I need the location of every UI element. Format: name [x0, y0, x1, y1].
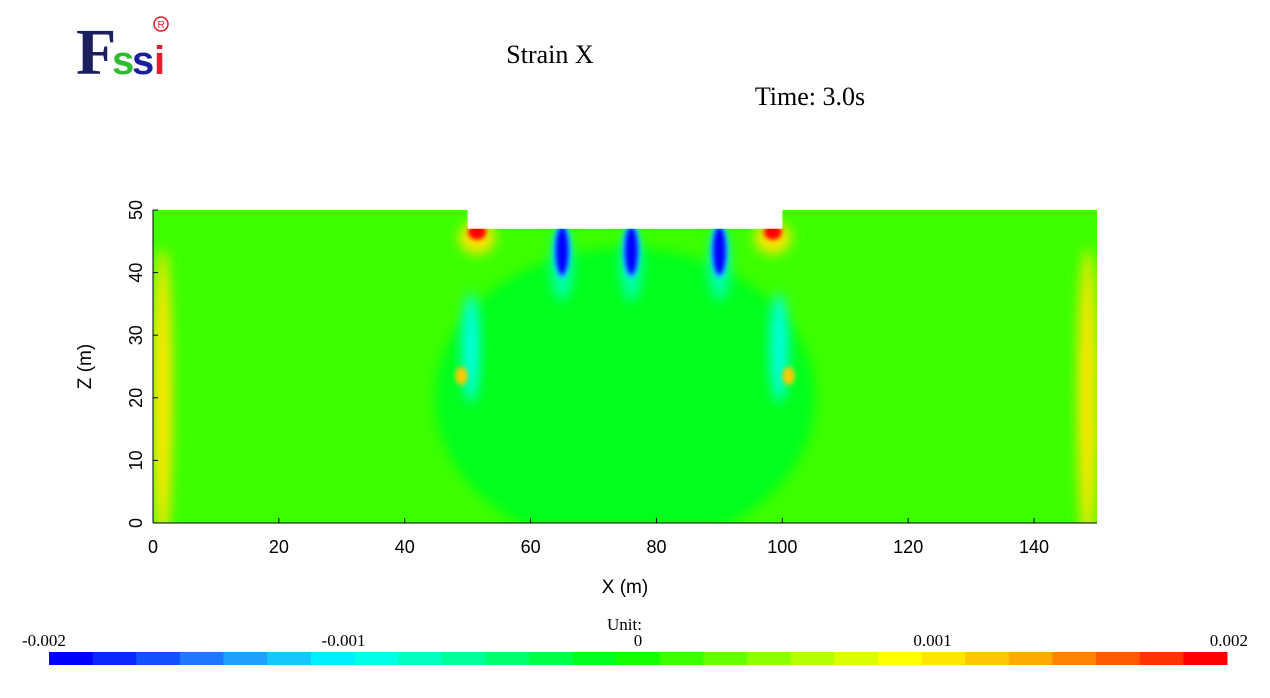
- time-label: Time: 3.0s: [754, 82, 866, 111]
- lateral-boundary: [153, 247, 173, 523]
- wall-toe: [455, 366, 468, 385]
- corner-hotspot: [468, 223, 487, 240]
- x-tick-label: 80: [646, 537, 666, 557]
- colorbar-tick-label: -0.002: [22, 631, 66, 650]
- colorbar-swatch: [921, 652, 966, 665]
- colorbar-swatch: [179, 652, 225, 665]
- strain-field-clip: [153, 210, 1097, 523]
- colorbar-unit-label: Unit:: [607, 615, 642, 634]
- colorbar-swatch: [267, 652, 312, 665]
- colorbar-tick-label: 0.001: [913, 631, 952, 650]
- strut-band: [713, 226, 726, 275]
- colorbar-swatch: [877, 652, 923, 665]
- strain-field: [153, 210, 1097, 523]
- colorbar-swatch: [354, 652, 399, 665]
- logo-letter-s1: s: [112, 39, 134, 82]
- y-axis-label: Z (m): [75, 344, 96, 389]
- excavation-interior: [435, 247, 815, 523]
- colorbar-swatch: [572, 652, 617, 665]
- y-tick-label: 10: [126, 450, 146, 470]
- x-tick-label: 0: [148, 537, 158, 557]
- fssi-logo: F s s i R: [76, 16, 169, 82]
- y-tick-label: 40: [126, 263, 146, 283]
- x-tick-label: 140: [1019, 537, 1049, 557]
- lateral-boundary: [1077, 247, 1097, 523]
- colorbar-swatch: [616, 652, 661, 665]
- logo-registered: R: [158, 20, 165, 31]
- y-tick-label: 50: [126, 200, 146, 220]
- colorbar-swatch: [703, 652, 748, 665]
- colorbar-swatch: [49, 652, 94, 665]
- colorbar-swatch: [790, 652, 835, 665]
- colorbar-swatch: [1139, 652, 1184, 665]
- chart-title: Strain X: [506, 40, 594, 69]
- colorbar-swatch: [747, 652, 792, 665]
- colorbar-swatch: [834, 652, 879, 665]
- logo-letter-s2: s: [132, 39, 154, 82]
- strut-band: [556, 226, 569, 275]
- x-tick-label: 40: [395, 537, 415, 557]
- x-tick-label: 20: [269, 537, 289, 557]
- registered-mark-icon: [153, 16, 169, 32]
- corner-hotspot: [763, 223, 782, 240]
- colorbar-swatch: [310, 652, 355, 665]
- colorbar-tick-label: 0: [633, 631, 643, 650]
- y-tick-label: 30: [126, 325, 146, 345]
- wall-shear: [461, 292, 480, 403]
- colorbar-swatch: [1183, 652, 1228, 665]
- colorbar-swatch: [223, 652, 268, 665]
- colorbar-swatch: [965, 652, 1010, 665]
- x-tick-label: 120: [893, 537, 923, 557]
- y-tick-label: 20: [126, 388, 146, 408]
- colorbar-swatch: [136, 652, 181, 665]
- x-tick-label: 60: [521, 537, 541, 557]
- plot-axes: 0 20 40 60 80 100 120 140 0 10 20 30 40 50 X (m) Z (m): [75, 200, 1097, 598]
- wall-shear: [770, 292, 789, 403]
- colorbar-tick-label: 0.002: [1209, 631, 1248, 650]
- colorbar: [49, 652, 1228, 665]
- colorbar-swatch: [1096, 652, 1141, 665]
- y-tick-label: 0: [126, 518, 146, 528]
- colorbar-swatch: [485, 652, 530, 665]
- logo-letter-i: i: [154, 39, 165, 82]
- wall-toe: [782, 366, 795, 385]
- colorbar-swatch: [92, 652, 137, 665]
- colorbar-swatch: [1008, 652, 1053, 665]
- colorbar-swatch: [659, 652, 704, 665]
- colorbar-swatch: [441, 652, 486, 665]
- colorbar-swatch: [528, 652, 574, 665]
- colorbar-swatch: [398, 652, 443, 665]
- x-axis-label: X (m): [602, 577, 648, 598]
- x-tick-label: 100: [767, 537, 797, 557]
- strut-band: [625, 226, 638, 275]
- colorbar-swatch: [1052, 652, 1097, 665]
- logo-letter-f: F: [76, 16, 116, 82]
- colorbar-tick-label: -0.001: [321, 631, 366, 650]
